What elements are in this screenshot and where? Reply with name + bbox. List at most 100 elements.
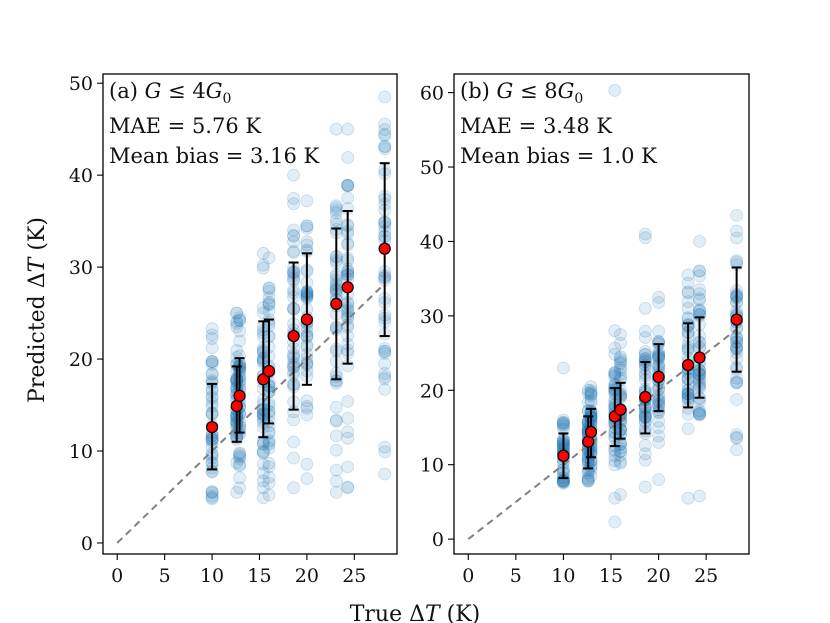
scatter-point — [608, 366, 622, 380]
scatter-point — [230, 456, 244, 470]
scatter-point — [300, 457, 314, 471]
scatter-point — [614, 354, 627, 368]
scatter-point — [378, 372, 392, 386]
scatter-point — [341, 178, 355, 192]
scatter-point — [256, 246, 270, 260]
y-tick-label: 0 — [432, 529, 444, 551]
scatter-point — [329, 485, 343, 499]
outlier-point — [638, 227, 652, 241]
scatter-point — [730, 208, 743, 222]
x-tick-label: 15 — [247, 565, 271, 587]
scatter-point — [378, 370, 392, 384]
panel-condition-label: (b) G ≤ 8G0 — [460, 79, 583, 107]
scatter-point — [614, 356, 627, 369]
scatter-point — [256, 258, 270, 272]
scatter-point — [614, 352, 627, 366]
scatter-point — [230, 317, 244, 330]
scatter-point — [584, 387, 598, 401]
scatter-point — [730, 431, 743, 445]
scatter-point — [584, 380, 598, 394]
scatter-point — [205, 355, 219, 368]
scatter-point — [608, 366, 622, 380]
scatter-point — [329, 474, 343, 488]
y-tick-label: 40 — [69, 165, 93, 187]
mean-marker — [693, 351, 706, 364]
scatter-point — [341, 122, 355, 136]
scatter-point — [230, 314, 244, 328]
scatter-point — [205, 489, 219, 503]
scatter-point — [652, 421, 665, 435]
scatter-point — [233, 471, 247, 485]
scatter-point — [256, 491, 270, 505]
scatter-point — [557, 416, 570, 430]
scatter-point — [262, 298, 276, 312]
scatter-point — [614, 357, 627, 371]
scatter-point — [378, 90, 392, 104]
scatter-point — [230, 306, 244, 320]
identity-line-a — [116, 282, 386, 544]
scatter-point — [652, 290, 665, 304]
scatter-point — [300, 219, 314, 233]
scatter-point — [205, 491, 219, 505]
scatter-point — [638, 331, 652, 344]
mean-bias-label: Mean bias = 3.16 K — [109, 144, 319, 168]
scatter-point — [681, 407, 695, 421]
scatter-point — [262, 304, 276, 318]
scatter-point — [614, 448, 627, 462]
mean-marker — [557, 449, 570, 462]
x-tick-label: 15 — [599, 565, 623, 587]
scatter-point — [608, 369, 622, 382]
scatter-point — [256, 445, 270, 459]
scatter-point — [300, 394, 314, 408]
scatter-point — [681, 286, 695, 300]
scatter-point — [584, 469, 598, 483]
scatter-point — [693, 407, 706, 421]
mean-marker — [681, 358, 695, 372]
scatter-point — [652, 436, 665, 449]
identity-line-b — [467, 328, 738, 540]
scatter-point — [233, 481, 247, 495]
scatter-point — [581, 472, 595, 486]
scatter-point — [608, 454, 622, 468]
scatter-point — [608, 449, 622, 463]
scatter-point — [730, 375, 743, 389]
scatter-point — [378, 129, 392, 143]
scatter-point — [233, 311, 247, 325]
scatter-point — [205, 486, 219, 500]
scatter-point — [329, 429, 343, 443]
scatter-point — [638, 439, 652, 452]
mean-marker — [652, 370, 665, 383]
panel-b: 0 5 10 15 20 25 0 10 20 30 40 50 60 (b) G ≤ 8G0 MAE = … — [420, 73, 750, 587]
scatter-point — [378, 346, 392, 360]
scatter-point — [584, 385, 598, 399]
x-tick-label: 20 — [647, 565, 671, 587]
scatter-point — [329, 203, 343, 217]
scatter-point — [378, 344, 392, 358]
scatter-point — [652, 324, 665, 338]
scatter-point — [638, 453, 652, 467]
scatter-point — [205, 322, 219, 336]
scatter-point — [205, 355, 219, 369]
scatter-point — [262, 470, 276, 484]
scatter-point — [378, 123, 392, 137]
scatter-point — [584, 387, 598, 401]
scatter-point — [287, 235, 301, 249]
scatter-point — [652, 429, 665, 443]
y-tick-label: 30 — [69, 257, 93, 279]
plot-frame-b — [453, 73, 750, 555]
y-tick-label: 0 — [81, 533, 93, 555]
scatter-point — [730, 393, 743, 406]
scatter-point — [256, 466, 270, 480]
scatter-point — [287, 481, 301, 495]
scatter-point — [378, 357, 392, 371]
scatter-point — [205, 367, 219, 381]
y-tick-label: 40 — [420, 231, 444, 253]
scatter-point — [262, 296, 276, 309]
scatter-point — [608, 458, 622, 472]
scatter-point — [341, 411, 355, 425]
scatter-point — [378, 342, 392, 355]
outlier-point — [608, 515, 622, 529]
scatter-point — [638, 345, 652, 358]
scatter-point — [608, 370, 622, 384]
scatter-point — [730, 376, 743, 390]
